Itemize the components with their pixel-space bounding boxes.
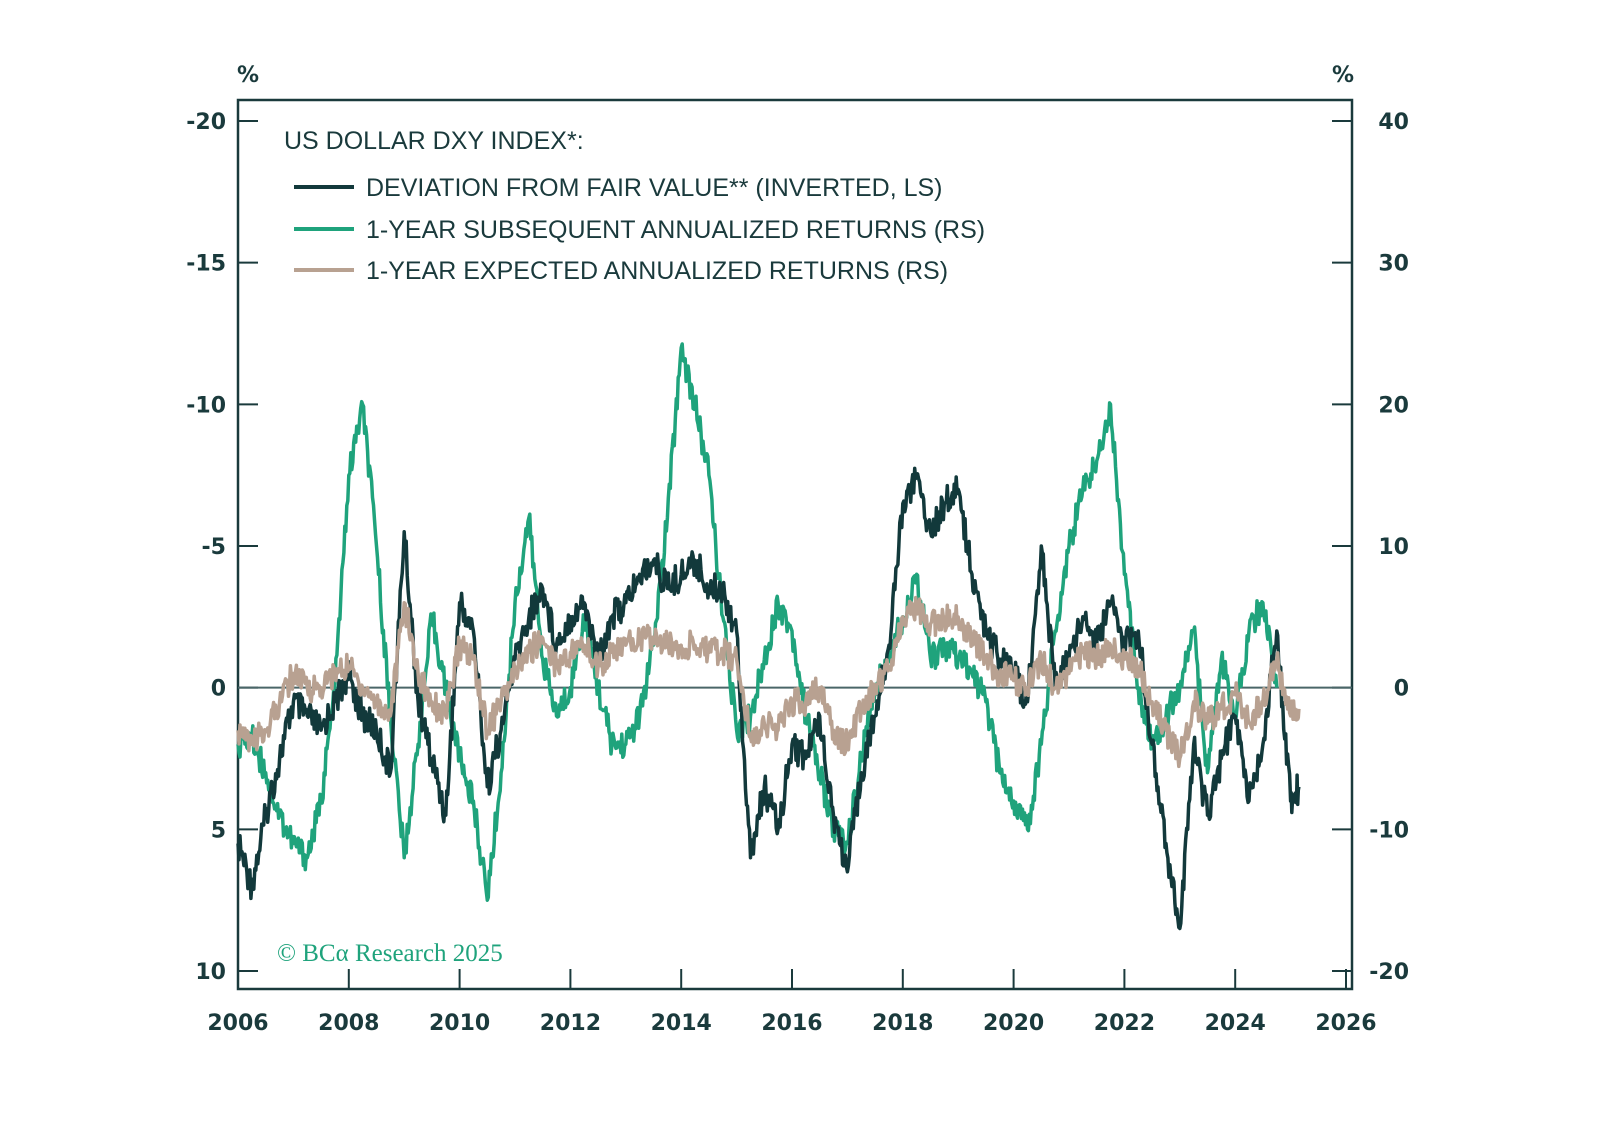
left-axis-tick-label: -5: [202, 535, 226, 560]
left-axis-tick-label: 10: [195, 960, 226, 985]
series-layer: [236, 342, 1301, 931]
x-axis-tick-label: 2016: [761, 1011, 822, 1036]
x-axis-tick-label: 2018: [872, 1011, 933, 1036]
x-axis-tick-label: 2006: [207, 1011, 268, 1036]
x-axis-tick-label: 2024: [1205, 1011, 1266, 1036]
deviation-series-line: [236, 466, 1301, 931]
left-axis-tick-label: 5: [211, 818, 226, 843]
x-axis-tick-label: 2026: [1315, 1011, 1376, 1036]
x-axis-tick-label: 2022: [1094, 1011, 1155, 1036]
right-axis-tick-label: 30: [1378, 252, 1409, 277]
x-axis-tick-label: 2020: [983, 1011, 1044, 1036]
left-axis-tick-label: -20: [186, 110, 226, 135]
x-axis-tick-label: 2012: [540, 1011, 601, 1036]
left-axis-tick-label: 0: [211, 677, 226, 702]
right-axis-tick-label: -10: [1369, 818, 1409, 843]
right-axis-tick-label: 10: [1378, 535, 1409, 560]
x-axis-tick-label: 2010: [429, 1011, 490, 1036]
right-axis-tick-label: 0: [1394, 677, 1409, 702]
x-axis-tick-label: 2014: [651, 1011, 712, 1036]
right-axis-tick-label: -20: [1369, 960, 1409, 985]
left-axis-unit: %: [237, 63, 259, 88]
x-axis-tick-label: 2008: [318, 1011, 379, 1036]
legend: US DOLLAR DXY INDEX*: DEVIATION FROM FAI…: [284, 127, 985, 285]
legend-label-subsequent: 1-YEAR SUBSEQUENT ANNUALIZED RETURNS (RS…: [366, 216, 985, 244]
expected-returns-series-line: [236, 595, 1301, 769]
copyright-text: © BCα Research 2025: [277, 940, 503, 967]
legend-label-expected: 1-YEAR EXPECTED ANNUALIZED RETURNS (RS): [366, 257, 948, 285]
right-axis-tick-label: 40: [1378, 110, 1409, 135]
subsequent-returns-series-line: [236, 342, 1279, 902]
legend-title: US DOLLAR DXY INDEX*:: [284, 127, 584, 155]
plot-frame: [236, 98, 1354, 991]
left-axis-tick-label: -10: [186, 393, 226, 418]
left-axis-tick-label: -15: [186, 252, 226, 277]
right-axis-unit: %: [1332, 63, 1354, 88]
legend-label-deviation: DEVIATION FROM FAIR VALUE** (INVERTED, L…: [366, 174, 943, 202]
right-axis-tick-label: 20: [1378, 393, 1409, 418]
